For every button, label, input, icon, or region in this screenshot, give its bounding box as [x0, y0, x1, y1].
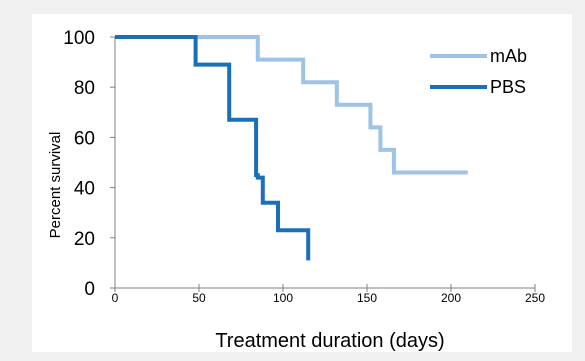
x-tick-label: 150 [357, 291, 377, 305]
y-tick-label: 20 [74, 229, 95, 250]
y-axis-title: Percent survival [47, 132, 64, 239]
legend-label-pbs: PBS [490, 77, 526, 97]
y-tick-label: 80 [74, 78, 95, 99]
y-tick-label: 60 [74, 128, 95, 149]
y-tick-label: 100 [63, 28, 95, 49]
legend: mAb PBS [430, 46, 527, 97]
x-tick-label: 0 [112, 291, 119, 305]
series-line-pbs [115, 35, 311, 261]
y-tick-label: 40 [74, 179, 95, 200]
x-tick-labels: 0 50 100 150 200 250 [112, 284, 545, 305]
x-tick-label: 50 [192, 291, 206, 305]
x-axis-title: Treatment duration (days) [215, 330, 444, 352]
x-tick-label: 200 [441, 291, 461, 305]
series-line-mab [115, 35, 468, 175]
y-tick-label: 0 [84, 279, 95, 300]
axes [114, 37, 535, 289]
series-layer [115, 35, 468, 261]
y-tick-labels: 0 20 40 60 80 100 [63, 28, 115, 300]
x-tick-label: 100 [273, 291, 293, 305]
x-tick-label: 250 [525, 291, 545, 305]
legend-label-mab: mAb [490, 46, 527, 66]
